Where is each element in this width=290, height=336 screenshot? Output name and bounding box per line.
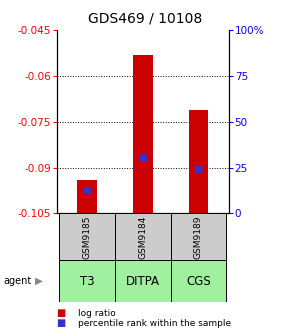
Text: log ratio: log ratio <box>78 309 116 318</box>
Bar <box>115 213 171 260</box>
Text: CGS: CGS <box>186 275 211 288</box>
Bar <box>115 260 171 302</box>
Bar <box>59 213 115 260</box>
Bar <box>189 110 208 213</box>
Bar <box>59 260 115 302</box>
Text: ▶: ▶ <box>35 276 43 286</box>
Text: ■: ■ <box>57 318 66 328</box>
Text: GSM9189: GSM9189 <box>194 215 203 259</box>
Text: GDS469 / 10108: GDS469 / 10108 <box>88 12 202 26</box>
Text: GSM9185: GSM9185 <box>83 215 92 259</box>
Bar <box>77 180 97 213</box>
Text: T3: T3 <box>80 275 95 288</box>
Text: percentile rank within the sample: percentile rank within the sample <box>78 319 231 328</box>
Text: agent: agent <box>3 276 31 286</box>
Text: ■: ■ <box>57 308 66 318</box>
Text: GSM9184: GSM9184 <box>138 215 147 259</box>
Text: DITPA: DITPA <box>126 275 160 288</box>
Bar <box>171 260 226 302</box>
Bar <box>171 213 226 260</box>
Bar <box>133 55 153 213</box>
